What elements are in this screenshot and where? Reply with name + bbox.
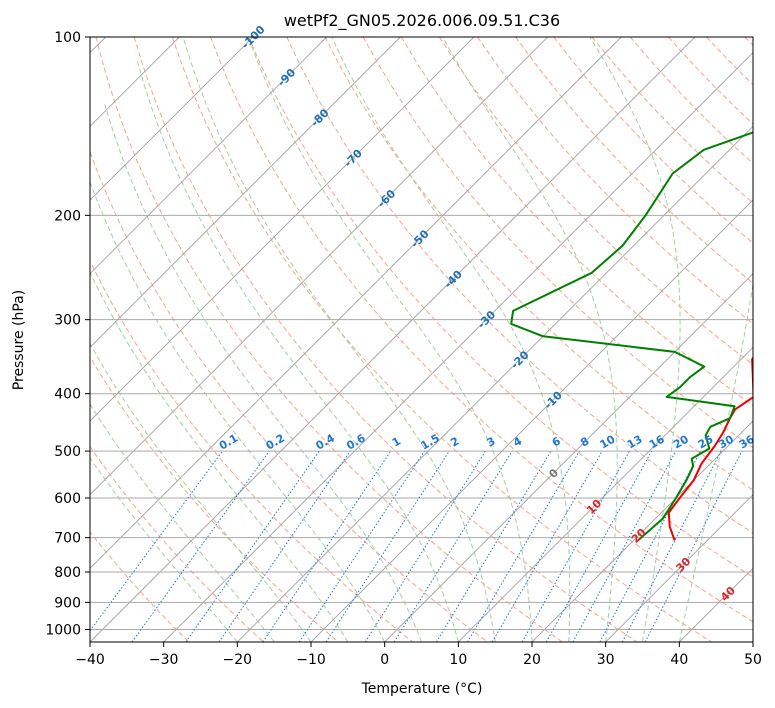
dry-adiabat-line xyxy=(286,37,753,534)
y-tick-label: 900 xyxy=(54,595,81,611)
dry-adiabat-line xyxy=(133,37,638,642)
dry-adiabat-line xyxy=(438,37,753,366)
moist-adiabat-line xyxy=(442,37,618,642)
mixing-ratio-line xyxy=(298,450,425,642)
dry-adiabat-line xyxy=(95,37,563,642)
moist-adiabat-line xyxy=(589,37,681,642)
mixing-ratio-line xyxy=(644,450,743,642)
moist-adiabat-line xyxy=(182,37,496,642)
x-tick-label: 30 xyxy=(597,652,615,668)
dry-adiabat-line xyxy=(90,445,264,642)
mixing-ratio-line xyxy=(218,450,351,642)
moist-adiabat-line xyxy=(678,280,753,642)
profile-lines xyxy=(510,131,753,542)
y-tick-label: 100 xyxy=(54,30,81,46)
moist-adiabat-line xyxy=(247,37,533,642)
isotherm-line xyxy=(90,37,401,349)
isotherm-line xyxy=(384,272,753,642)
x-axis-title: Temperature (°C) xyxy=(361,681,483,697)
plot-frame xyxy=(89,36,754,643)
isotherm-line xyxy=(752,641,753,642)
isotherm-line xyxy=(90,37,475,422)
moist-adiabat-line xyxy=(90,457,238,642)
mixing-ratio-line xyxy=(185,450,320,642)
background-lines xyxy=(90,37,753,642)
mixing-ratio-line xyxy=(325,450,450,642)
y-tick-label: 200 xyxy=(54,208,81,224)
isotherm-line xyxy=(90,37,696,642)
isotherm-line xyxy=(457,346,753,642)
isotherm-line xyxy=(90,37,549,496)
mixing-ratio-line xyxy=(90,450,223,632)
mixing-ratio-line xyxy=(364,450,486,642)
y-tick-label: 400 xyxy=(54,387,81,403)
x-tick-label: −40 xyxy=(75,652,105,668)
isotherm-line xyxy=(90,37,254,201)
dry-adiabat-line xyxy=(515,37,753,284)
x-tick-label: 50 xyxy=(744,652,762,668)
isotherm-line xyxy=(236,125,753,642)
moist-adiabat-line xyxy=(104,104,422,642)
mixing-ratio-line xyxy=(131,450,270,642)
y-tick-label: 500 xyxy=(54,444,81,460)
moist-adiabat-line xyxy=(90,271,349,642)
temperature-profile xyxy=(667,356,753,541)
x-tick-label: −10 xyxy=(296,652,326,668)
isotherm-line xyxy=(605,493,753,642)
moist-adiabat-line xyxy=(90,403,275,642)
mixing-ratio-line xyxy=(572,450,677,642)
dry-adiabat-line xyxy=(171,37,712,642)
dewpoint-profile xyxy=(510,131,753,542)
moist-adiabat-line xyxy=(90,342,312,642)
y-tick-label: 800 xyxy=(54,565,81,581)
dry-adiabat-line xyxy=(324,37,753,491)
x-tick-label: 40 xyxy=(670,652,688,668)
mixing-ratio-line xyxy=(393,450,513,642)
dry-adiabat-line xyxy=(90,259,414,642)
x-tick-label: −30 xyxy=(149,652,179,668)
x-tick-label: 0 xyxy=(380,652,389,668)
y-tick-label: 1000 xyxy=(45,622,81,638)
isotherm-line xyxy=(310,199,753,642)
moist-adiabat-line xyxy=(90,180,386,642)
dry-adiabat-line xyxy=(248,37,753,578)
dry-adiabat-line xyxy=(362,37,753,449)
y-tick-label: 700 xyxy=(54,531,81,547)
dry-adiabat-line xyxy=(90,531,190,642)
moist-adiabat-line xyxy=(136,61,459,642)
isotherm-line xyxy=(90,37,622,570)
x-tick-label: −20 xyxy=(223,652,253,668)
dry-adiabat-line xyxy=(477,37,753,325)
x-tick-label: 20 xyxy=(523,652,541,668)
mixing-ratio-line xyxy=(545,450,653,642)
isotherm-line xyxy=(90,37,328,275)
dry-adiabat-line xyxy=(400,37,753,407)
dry-adiabat-line xyxy=(90,150,488,642)
isotherm-line xyxy=(531,420,753,642)
mixing-ratio-line xyxy=(621,450,722,642)
chart-title: wetPf2_GN05.2026.006.09.51.C36 xyxy=(284,11,560,31)
axis-ticks: −40 −30 −20 −10 0 10 20 30 40 50 100 200 300 400 500 60… xyxy=(45,30,762,668)
moist-adiabat-line xyxy=(331,37,571,642)
mixing-ratio-line xyxy=(521,450,630,642)
plot-background xyxy=(90,37,753,642)
x-tick-label: 10 xyxy=(449,652,467,668)
y-tick-label: 600 xyxy=(54,491,81,507)
dry-adiabat-line xyxy=(210,37,753,623)
y-tick-label: 300 xyxy=(54,313,81,329)
y-axis-title: Pressure (hPa) xyxy=(11,290,27,390)
isotherm-line xyxy=(163,51,753,642)
